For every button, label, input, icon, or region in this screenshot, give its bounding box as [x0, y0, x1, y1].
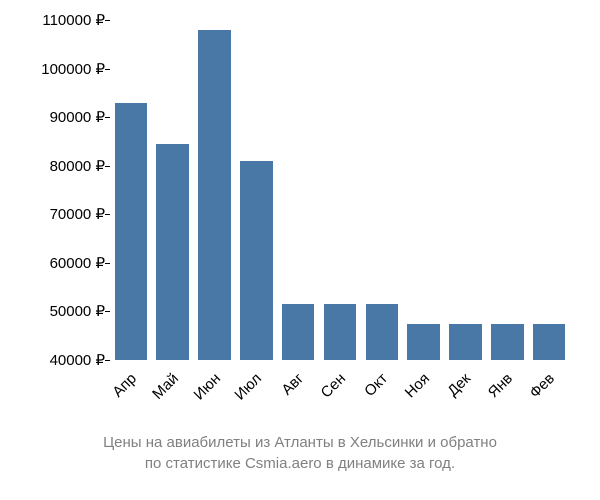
- y-tick-label: 60000 ₽: [5, 254, 105, 272]
- bar: [115, 103, 148, 360]
- y-tick-label: 90000 ₽: [5, 108, 105, 126]
- chart-caption: Цены на авиабилеты из Атланты в Хельсинк…: [0, 432, 600, 474]
- y-tick-label: 70000 ₽: [5, 205, 105, 223]
- x-tick-label: Дек: [445, 370, 475, 400]
- y-tick-mark: [105, 117, 110, 118]
- bar: [240, 161, 273, 360]
- bar: [156, 144, 189, 360]
- x-tick-label: Ноя: [401, 370, 432, 401]
- bar: [533, 324, 566, 360]
- y-tick-label: 50000 ₽: [5, 302, 105, 320]
- bar: [491, 324, 524, 360]
- bar: [366, 304, 399, 360]
- y-tick-mark: [105, 214, 110, 215]
- y-tick-label: 100000 ₽: [5, 60, 105, 78]
- y-tick-label: 40000 ₽: [5, 351, 105, 369]
- x-tick-label: Июн: [190, 370, 223, 403]
- caption-line-1: Цены на авиабилеты из Атланты в Хельсинк…: [0, 432, 600, 453]
- x-tick-label: Июл: [232, 370, 266, 404]
- bar: [407, 324, 440, 360]
- y-tick-mark: [105, 263, 110, 264]
- y-tick-mark: [105, 311, 110, 312]
- x-tick-label: Май: [149, 370, 182, 403]
- x-tick-label: Апр: [109, 370, 140, 401]
- x-tick-label: Сен: [318, 370, 349, 401]
- y-tick-mark: [105, 360, 110, 361]
- y-tick-label: 80000 ₽: [5, 157, 105, 175]
- y-tick-mark: [105, 20, 110, 21]
- y-tick-label: 110000 ₽: [5, 11, 105, 29]
- bar: [324, 304, 357, 360]
- plot-area: [110, 20, 570, 360]
- bar: [282, 304, 315, 360]
- x-tick-label: Окт: [361, 370, 391, 400]
- caption-line-2: по статистике Csmia.aero в динамике за г…: [0, 453, 600, 474]
- x-tick-label: Авг: [279, 370, 308, 399]
- y-tick-mark: [105, 166, 110, 167]
- x-tick-label: Янв: [485, 370, 516, 401]
- price-chart: Цены на авиабилеты из Атланты в Хельсинк…: [0, 0, 600, 500]
- x-tick-label: Фев: [526, 370, 558, 402]
- bar: [449, 324, 482, 360]
- bar: [198, 30, 231, 360]
- y-tick-mark: [105, 69, 110, 70]
